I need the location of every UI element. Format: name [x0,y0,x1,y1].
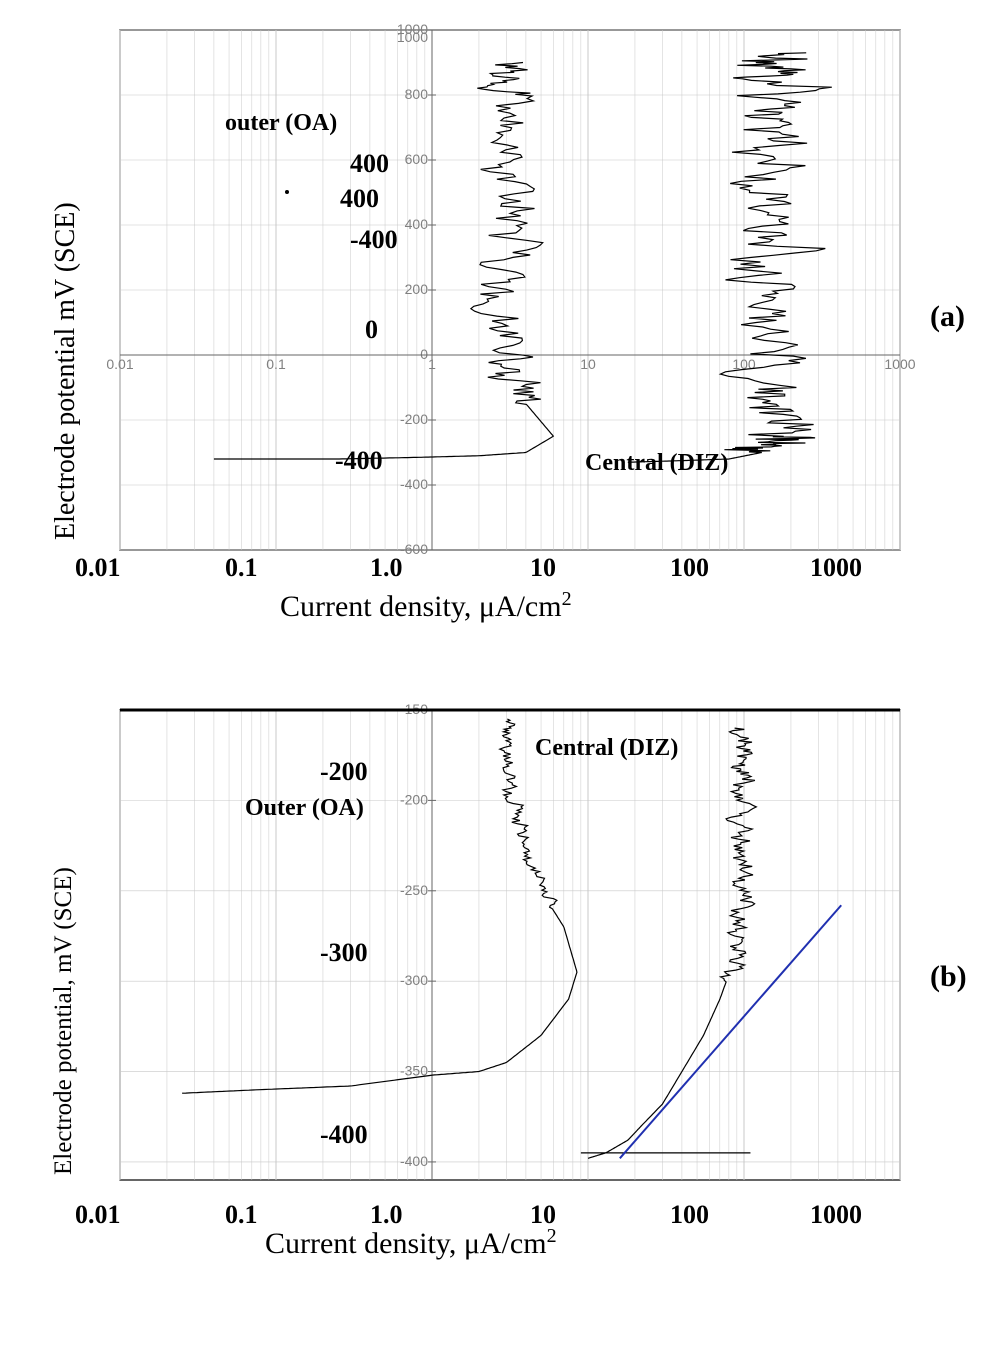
ytick-bold-b-m400: -400 [320,1120,368,1150]
ytick-bold-b-m200: -200 [320,757,368,787]
svg-text:0: 0 [420,346,428,362]
x-axis-label-text-a: Current density, μA/cm [280,590,562,623]
xtick-b-6: 1000 [810,1200,862,1230]
ytick-bold-b-m300: -300 [320,938,368,968]
ytick-bold-a-0: 0 [365,315,378,345]
svg-text:-400: -400 [400,476,428,492]
svg-text:-200: -200 [400,411,428,427]
series-label-outer-b: Outer (OA) [245,795,364,822]
svg-text:400: 400 [405,216,429,232]
svg-text:1: 1 [428,356,436,372]
x-axis-label-a: Current density, μA/cm2 [280,588,572,624]
svg-text:-400: -400 [400,1153,428,1169]
panel-b: -400-350-300-250-200-150 Electrode poten… [20,700,980,1270]
xtick-a-2: 0.1 [225,553,258,583]
xtick-b-4: 10 [530,1200,556,1230]
svg-text:800: 800 [405,86,429,102]
svg-text:1000: 1000 [397,29,428,45]
ytick-a-1: 400 [350,149,389,179]
xtick-a-5: 100 [670,553,709,583]
series-label-central-b: Central (DIZ) [535,735,678,762]
svg-text:-200: -200 [400,791,428,807]
panel-a: -600-400-200020040060080010000.010.11101… [20,10,980,630]
ytick-bold-a-m400: -400 [335,446,383,476]
svg-text:0.01: 0.01 [106,356,133,372]
series-label-outer-a: outer (OA) [225,110,337,137]
x-axis-label-b: Current density, μA/cm2 [265,1225,557,1261]
svg-text:-600: -600 [400,541,428,557]
xtick-a-6: 1000 [810,553,862,583]
xtick-b-5: 100 [670,1200,709,1230]
artifact-dot-a [285,190,289,194]
x-axis-label-sup-a: 2 [562,588,572,610]
y-axis-label-b: Electrode potential, mV (SCE) [50,867,78,1175]
xtick-b-2: 0.1 [225,1200,258,1230]
ytick-a-0: -400 [350,225,398,255]
chart-b-svg: -400-350-300-250-200-150 [20,700,980,1270]
svg-text:600: 600 [405,151,429,167]
series-label-central-a: Central (DIZ) [585,450,728,477]
svg-text:0.1: 0.1 [266,356,286,372]
xtick-a-3: 1.0 [370,553,403,583]
svg-text:10: 10 [580,356,596,372]
panel-tag-b: (b) [930,960,967,994]
xtick-b-3: 1.0 [370,1200,403,1230]
svg-text:-300: -300 [400,972,428,988]
svg-text:1000: 1000 [884,356,915,372]
x-axis-label-text-b: Current density, μA/cm [265,1227,547,1260]
panel-tag-a: (a) [930,300,965,334]
chart-a-svg: -600-400-200020040060080010000.010.11101… [20,10,980,630]
svg-text:-250: -250 [400,882,428,898]
xtick-a-4: 10 [530,553,556,583]
y-axis-label-a: Electrode potential mV (SCE) [50,202,82,540]
svg-text:200: 200 [405,281,429,297]
xtick-a-1: 0.01 [75,553,121,583]
ytick-bold-a-400: 400 [340,184,379,214]
xtick-b-1: 0.01 [75,1200,121,1230]
